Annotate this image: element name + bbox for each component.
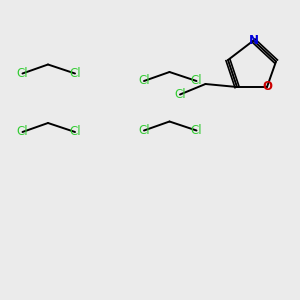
Text: Cl: Cl (191, 74, 202, 88)
Text: Cl: Cl (17, 125, 28, 139)
Text: N: N (248, 34, 259, 47)
Text: O: O (262, 80, 272, 94)
Text: Cl: Cl (174, 88, 186, 101)
Text: Cl: Cl (69, 67, 81, 80)
Text: Cl: Cl (191, 124, 202, 137)
Text: Cl: Cl (138, 124, 150, 137)
Text: Cl: Cl (138, 74, 150, 88)
Text: Cl: Cl (69, 125, 81, 139)
Text: Cl: Cl (17, 67, 28, 80)
